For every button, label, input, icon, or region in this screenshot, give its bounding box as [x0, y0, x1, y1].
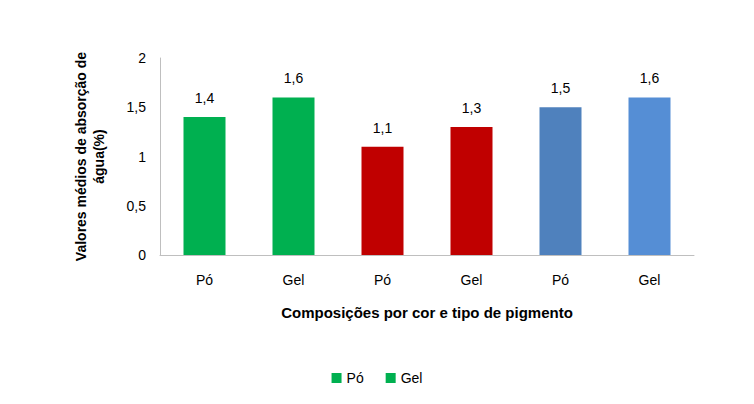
svg-text:0,5: 0,5 [127, 198, 147, 214]
svg-text:água(%): água(%) [91, 129, 107, 183]
svg-text:1,5: 1,5 [127, 99, 147, 115]
svg-text:2: 2 [138, 50, 146, 66]
svg-text:1,4: 1,4 [195, 90, 215, 106]
svg-text:Valores médios de absorção de: Valores médios de absorção de [73, 52, 89, 262]
svg-text:1,6: 1,6 [284, 70, 304, 86]
svg-text:1,6: 1,6 [640, 70, 660, 86]
svg-text:1: 1 [138, 149, 146, 165]
svg-text:Pó: Pó [347, 370, 364, 386]
svg-text:1,1: 1,1 [373, 120, 393, 136]
svg-text:Pó: Pó [196, 272, 213, 288]
svg-text:Gel: Gel [401, 370, 423, 386]
svg-text:1,3: 1,3 [462, 100, 482, 116]
svg-text:Composições por cor e tipo de: Composições por cor e tipo de pigmento [281, 304, 573, 321]
svg-text:0: 0 [138, 247, 146, 263]
svg-text:Pó: Pó [552, 272, 569, 288]
svg-text:Gel: Gel [283, 272, 305, 288]
svg-text:1,5: 1,5 [551, 80, 571, 96]
svg-text:Pó: Pó [374, 272, 391, 288]
svg-text:Gel: Gel [461, 272, 483, 288]
svg-text:Gel: Gel [639, 272, 661, 288]
